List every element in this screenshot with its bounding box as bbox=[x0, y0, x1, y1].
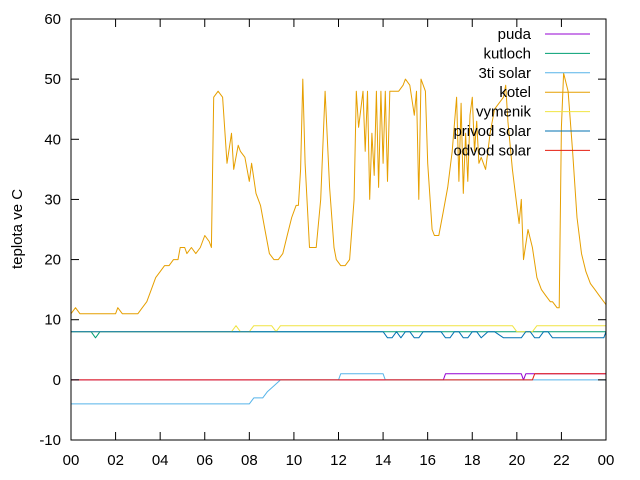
y-tick-label: 20 bbox=[44, 252, 61, 269]
legend-label: odvod solar bbox=[453, 142, 531, 159]
legend-label: 3ti solar bbox=[478, 65, 531, 82]
y-tick-label: 50 bbox=[44, 71, 61, 88]
x-tick-label: 18 bbox=[464, 452, 481, 469]
legend-label: kotel bbox=[499, 84, 531, 101]
chart-series-group bbox=[71, 72, 606, 405]
legend-label: puda bbox=[498, 26, 532, 43]
x-tick-label: 12 bbox=[330, 452, 347, 469]
y-tick-label: 60 bbox=[44, 11, 61, 28]
plot-frame bbox=[70, 18, 607, 441]
legend-label: privod solar bbox=[453, 123, 531, 140]
y-tick-label: 40 bbox=[44, 131, 61, 148]
x-tick-label: 22 bbox=[553, 452, 570, 469]
y-axis-title: teplota ve C bbox=[9, 189, 26, 269]
x-tick-label: 06 bbox=[196, 452, 213, 469]
series-line-3ti-solar bbox=[71, 373, 606, 405]
x-tick-label: 10 bbox=[286, 452, 303, 469]
chart-axes: -10 0 10 20 30 40 50 60 00 02 04 06 08 10 12 14 16 18 20 22… bbox=[39, 11, 614, 469]
series-line-odvod-solar bbox=[71, 373, 606, 381]
x-tick-label: 02 bbox=[107, 452, 124, 469]
y-tick-label: -10 bbox=[39, 432, 61, 449]
x-tick-label: 20 bbox=[508, 452, 525, 469]
series-line-kutloch bbox=[71, 331, 606, 339]
x-tick-label: 00 bbox=[63, 452, 80, 469]
x-tick-label: 16 bbox=[419, 452, 436, 469]
x-tick-label: 04 bbox=[152, 452, 169, 469]
x-tick-label: 08 bbox=[241, 452, 258, 469]
chart-legend: puda kutloch 3ti solar kotel vymenik privod s… bbox=[453, 26, 590, 159]
y-tick-label: 30 bbox=[44, 191, 61, 208]
x-tick-label: 14 bbox=[375, 452, 392, 469]
legend-label: vymenik bbox=[476, 104, 532, 121]
series-line-vymenik bbox=[71, 325, 606, 333]
y-tick-label: 10 bbox=[44, 312, 61, 329]
y-tick-label: 0 bbox=[53, 372, 61, 389]
series-line-kotel bbox=[71, 72, 606, 315]
legend-label: kutloch bbox=[483, 45, 531, 62]
x-tick-label: 00 bbox=[598, 452, 615, 469]
series-line-privod-solar bbox=[71, 331, 606, 339]
